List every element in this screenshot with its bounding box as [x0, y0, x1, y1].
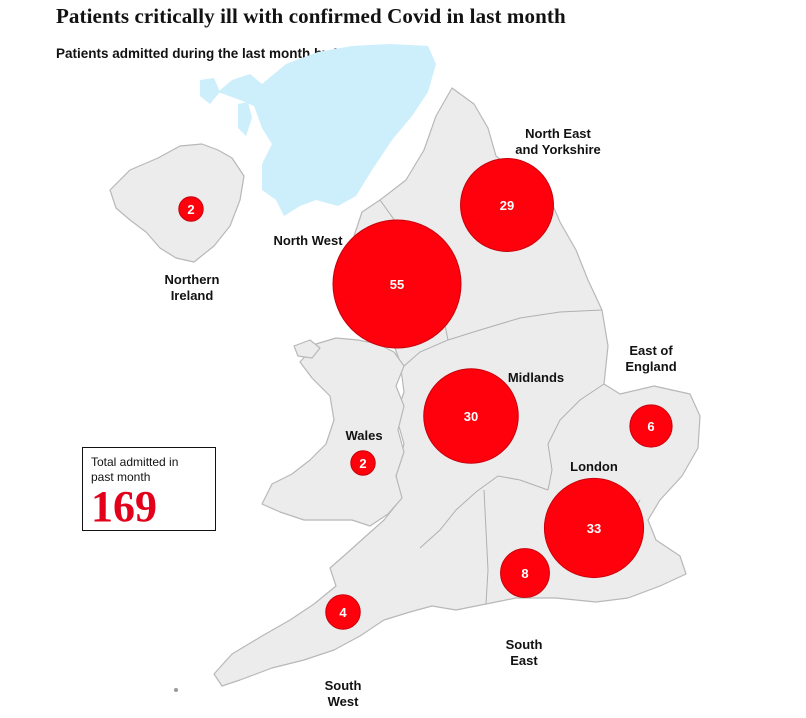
- bubble-north-west: [332, 219, 462, 349]
- isles-of-scilly: [174, 688, 178, 692]
- northern-ireland-area: [109, 143, 245, 263]
- bubble-value-midlands: 30: [464, 409, 478, 424]
- bubble-north-east-yorkshire: [460, 158, 554, 252]
- region-borders: [379, 199, 641, 605]
- bubble-value-northern-ireland: 2: [187, 202, 194, 217]
- bubble-midlands: [423, 368, 519, 464]
- wales-area: [261, 337, 405, 527]
- region-label-east-of-england: East of England: [625, 343, 676, 374]
- region-label-midlands: Midlands: [508, 370, 564, 385]
- scotland-island: [238, 102, 252, 136]
- bubble-value-north-west: 55: [390, 277, 404, 292]
- region-label-north-west: North West: [273, 233, 343, 248]
- bubble-london: [543, 477, 645, 579]
- anglesey-area: [293, 339, 321, 359]
- bubble-east-of-england: [629, 404, 673, 448]
- region-label-northern-ireland: Northern Ireland: [165, 272, 220, 303]
- region-label-south-west: South West: [325, 678, 362, 709]
- scotland-island: [200, 78, 220, 104]
- total-admitted-value: 169: [91, 482, 157, 531]
- scotland-area: [218, 44, 436, 216]
- chart-title: Patients critically ill with confirmed C…: [56, 4, 566, 28]
- bubble-value-north-east-yorkshire: 29: [500, 198, 514, 213]
- bubble-value-london: 33: [587, 521, 601, 536]
- bubble-value-wales: 2: [359, 456, 366, 471]
- bubble-south-east: [500, 548, 550, 598]
- bubble-value-east-of-england: 6: [647, 419, 654, 434]
- region-label-wales: Wales: [345, 428, 382, 443]
- bubble-northern-ireland: [178, 196, 204, 222]
- total-admitted-label: Total admitted in past month: [91, 455, 179, 484]
- bubble-value-south-west: 4: [339, 605, 347, 620]
- label-layer: Northern Ireland North West North East and Y…: [165, 126, 677, 709]
- bubble-south-west: [325, 594, 361, 630]
- bubble-wales: [350, 450, 376, 476]
- region-label-south-east: South East: [506, 637, 543, 668]
- region-label-london: London: [570, 459, 618, 474]
- region-label-north-east-yorkshire: North East and Yorkshire: [515, 126, 601, 157]
- bubble-value-south-east: 8: [521, 566, 528, 581]
- bubble-layer: 2 55 29 30 6 2 33 8 4: [178, 158, 673, 630]
- total-admitted-box: Total admitted in past month 169: [82, 447, 216, 531]
